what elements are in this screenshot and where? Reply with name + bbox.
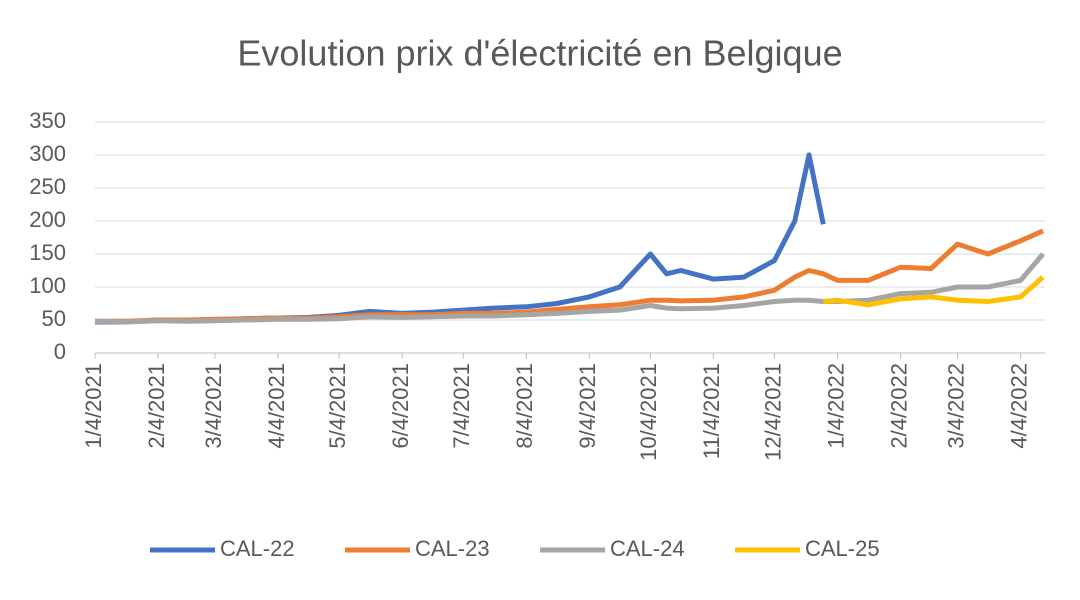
- x-tick-label: 10/4/2021: [636, 363, 661, 461]
- y-tick-label: 300: [29, 141, 66, 166]
- x-tick-label: 11/4/2021: [699, 363, 724, 459]
- x-tick-label: 4/4/2021: [264, 363, 289, 449]
- chart-title: Evolution prix d'électricité en Belgique: [237, 33, 842, 74]
- x-tick-label: 2/4/2021: [144, 363, 169, 449]
- x-tick-label: 7/4/2021: [449, 363, 474, 449]
- legend-label: CAL-23: [415, 536, 490, 561]
- series-line: [94, 252, 1045, 325]
- x-tick-label: 3/4/2021: [201, 363, 226, 449]
- legend-label: CAL-22: [220, 536, 295, 561]
- y-tick-label: 50: [42, 306, 66, 331]
- y-tick-label: 150: [29, 240, 66, 265]
- x-tick-label: 9/4/2021: [575, 363, 600, 449]
- x-tick-label: 12/4/2021: [760, 363, 785, 461]
- x-tick-label: 4/4/2022: [1006, 363, 1031, 449]
- y-tick-label: 0: [54, 339, 66, 364]
- y-tick-label: 100: [29, 273, 66, 298]
- y-tick-label: 200: [29, 207, 66, 232]
- x-tick-label: 8/4/2021: [512, 363, 537, 449]
- x-tick-label: 2/4/2022: [886, 363, 911, 449]
- x-tick-label: 1/4/2022: [823, 363, 848, 449]
- series-line: [823, 275, 1045, 308]
- legend-label: CAL-24: [610, 536, 685, 561]
- x-tick-label: 1/4/2021: [81, 363, 106, 449]
- legend-label: CAL-25: [805, 536, 880, 561]
- x-tick-label: 3/4/2022: [943, 363, 968, 449]
- x-tick-label: 6/4/2021: [388, 363, 413, 449]
- y-tick-label: 250: [29, 174, 66, 199]
- x-tick-label: 5/4/2021: [325, 363, 350, 449]
- y-tick-label: 350: [29, 108, 66, 133]
